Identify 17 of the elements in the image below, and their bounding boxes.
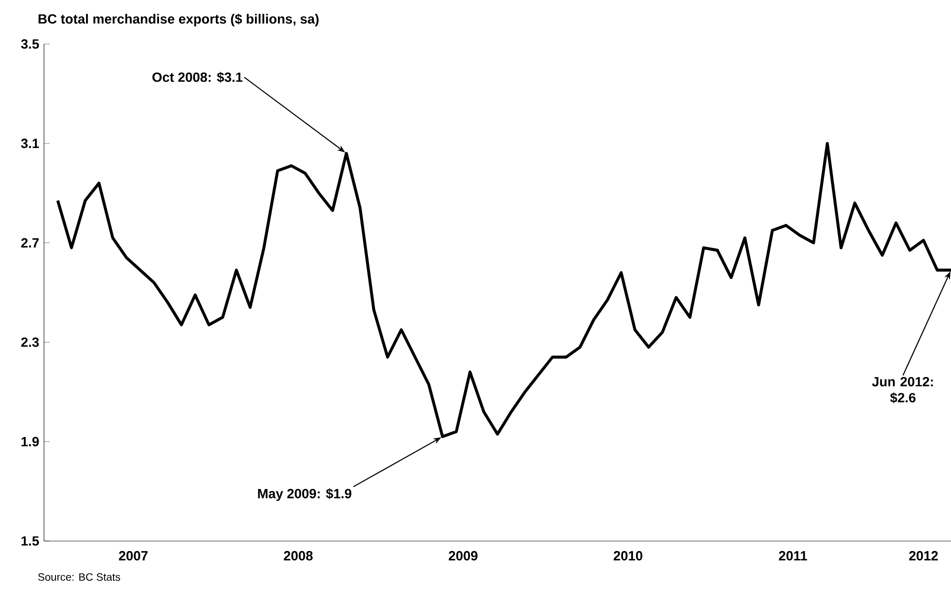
x-tick-label: 2008: [284, 551, 313, 560]
chart-title: BC total merchandise exports ($ billions, sa): [38, 14, 319, 26]
y-tick-label: 1.5: [22, 536, 39, 546]
source-note: Source: BC Stats: [38, 573, 120, 581]
x-tick-label: 2007: [118, 551, 148, 560]
annotation: Oct 2008: $3.1: [152, 72, 242, 83]
x-tick-label: 2011: [778, 551, 808, 560]
x-tick-label: 2009: [448, 551, 478, 560]
x-tick-label: 2010: [614, 551, 642, 560]
y-tick-label: 1.9: [22, 436, 39, 446]
y-tick-label: 2.3: [21, 337, 39, 347]
y-tick-label: 3.5: [21, 39, 39, 49]
annotation: May 2009: $1.9: [258, 488, 352, 501]
annotation: Jun 2012: $2.6: [872, 376, 933, 404]
y-tick-label: 3.1: [21, 138, 39, 148]
x-tick-label: 2012: [909, 551, 938, 560]
y-tick-label: 2.7: [21, 238, 39, 248]
